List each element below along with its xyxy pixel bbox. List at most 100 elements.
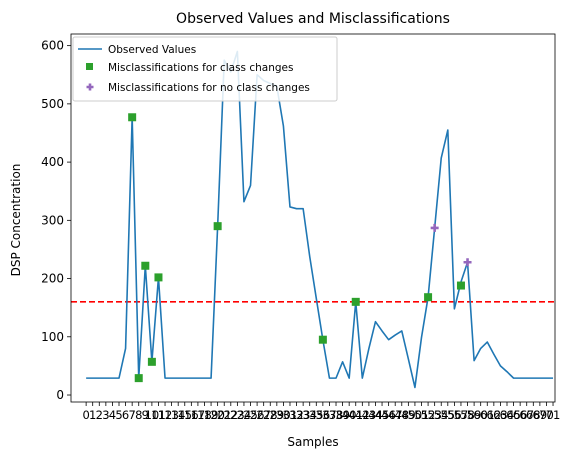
x-tick-label: 61 (480, 408, 495, 422)
x-tick-label: 12 (158, 408, 173, 422)
x-tick-label: 48 (394, 408, 409, 422)
legend-marker-class-changes (86, 63, 93, 70)
legend-marker-no-class-changes (86, 83, 94, 91)
x-tick-label: 58 (460, 408, 475, 422)
x-tick-label: 47 (388, 408, 403, 422)
x-tick-label: 56 (447, 408, 462, 422)
x-tick-label: 65 (506, 408, 521, 422)
y-tick-label: 500 (41, 97, 64, 111)
y-tick-label: 0 (56, 388, 64, 402)
x-axis-label: Samples (287, 435, 338, 449)
x-tick-label: 32 (289, 408, 304, 422)
x-tick-label: 36 (316, 408, 331, 422)
x-tick-label: 16 (184, 408, 199, 422)
y-tick-label: 200 (41, 272, 64, 286)
y-axis: 0 100 200 300 400 500 600 (41, 39, 71, 402)
x-tick-label: 7 (128, 408, 135, 422)
x-tick-label: 55 (440, 408, 455, 422)
class-change-marker (213, 222, 222, 231)
x-tick-label: 29 (270, 408, 285, 422)
x-tick-label: 0 (82, 408, 89, 422)
x-tick-label: 43 (362, 408, 377, 422)
x-tick-label: 2 (96, 408, 103, 422)
x-tick-label: 3 (102, 408, 109, 422)
x-tick-label: 62 (487, 408, 502, 422)
class-change-marker (141, 261, 150, 270)
marker-layer (128, 113, 472, 383)
x-tick-label: 6 (122, 408, 129, 422)
legend-box (72, 36, 338, 102)
x-tick-label: 40 (342, 408, 357, 422)
class-change-marker (318, 335, 327, 344)
class-change-marker (154, 273, 163, 282)
x-tick-label: 68 (526, 408, 541, 422)
chart-title: Observed Values and Misclassifications (176, 11, 450, 27)
y-axis-label: DSP Concentration (9, 164, 23, 277)
x-tick-label: 51 (414, 408, 429, 422)
x-tick-label: 44 (368, 408, 383, 422)
x-tick-label: 57 (454, 408, 469, 422)
x-tick-label: 33 (296, 408, 311, 422)
x-tick-label: 64 (500, 408, 515, 422)
x-tick-label: 22 (223, 408, 238, 422)
legend-label-class-changes: Misclassifications for class changes (108, 62, 293, 74)
x-tick-label: 46 (381, 408, 396, 422)
x-tick-label: 52 (421, 408, 436, 422)
x-tick-label: 8 (135, 408, 142, 422)
x-tick-label: 71 (546, 408, 561, 422)
y-tick-label: 400 (41, 155, 64, 169)
class-change-marker (456, 281, 465, 290)
x-tick-label: 42 (355, 408, 370, 422)
x-tick-label: 18 (197, 408, 212, 422)
observed-values-line (86, 50, 554, 389)
x-tick-label: 63 (493, 408, 508, 422)
class-change-marker (424, 293, 433, 302)
x-tick-label: 70 (539, 408, 554, 422)
x-tick-label: 24 (237, 408, 252, 422)
class-change-marker (134, 374, 143, 383)
no-class-change-marker (430, 223, 439, 232)
class-change-marker (147, 357, 156, 366)
x-tick-label: 53 (427, 408, 442, 422)
y-tick-label: 600 (41, 39, 64, 53)
x-tick-label: 10 (145, 408, 160, 422)
x-tick-label: 25 (243, 408, 258, 422)
x-tick-label: 41 (348, 408, 363, 422)
x-tick-label: 28 (263, 408, 278, 422)
class-change-marker (351, 297, 360, 306)
x-tick-label: 34 (302, 408, 317, 422)
x-tick-label: 45 (375, 408, 390, 422)
x-tick-label: 19 (204, 408, 219, 422)
x-tick-label: 69 (533, 408, 548, 422)
x-tick-label: 38 (329, 408, 344, 422)
x-tick-label: 11 (151, 408, 166, 422)
y-tick-label: 100 (41, 330, 64, 344)
class-change-marker (128, 113, 137, 122)
x-tick-label: 59 (467, 408, 482, 422)
legend: Observed Values Misclassifications for c… (72, 36, 338, 102)
x-tick-label: 54 (434, 408, 449, 422)
legend-label-no-class-changes: Misclassifications for no class changes (108, 82, 310, 94)
x-tick-label: 31 (283, 408, 298, 422)
x-tick-label: 21 (217, 408, 232, 422)
x-tick-label: 27 (256, 408, 271, 422)
legend-label-observed: Observed Values (108, 44, 196, 56)
x-tick-label: 13 (164, 408, 179, 422)
x-tick-label: 66 (513, 408, 528, 422)
x-tick-label: 35 (309, 408, 324, 422)
x-tick-label: 14 (171, 408, 186, 422)
x-tick-label: 23 (230, 408, 245, 422)
x-tick-label: 67 (519, 408, 534, 422)
x-tick-label: 37 (322, 408, 337, 422)
x-tick-label: 1 (89, 408, 96, 422)
x-tick-label: 4 (109, 408, 116, 422)
plot-frame (70, 33, 556, 403)
series-layer (86, 50, 554, 389)
x-tick-label: 17 (191, 408, 206, 422)
y-tick-label: 300 (41, 213, 64, 227)
x-tick-label: 15 (177, 408, 192, 422)
no-class-change-marker (463, 258, 472, 267)
x-axis: 0 1 2 3 4 5 6 7 8 9101112131415161718192021222324… (82, 402, 560, 422)
x-tick-label: 60 (473, 408, 488, 422)
